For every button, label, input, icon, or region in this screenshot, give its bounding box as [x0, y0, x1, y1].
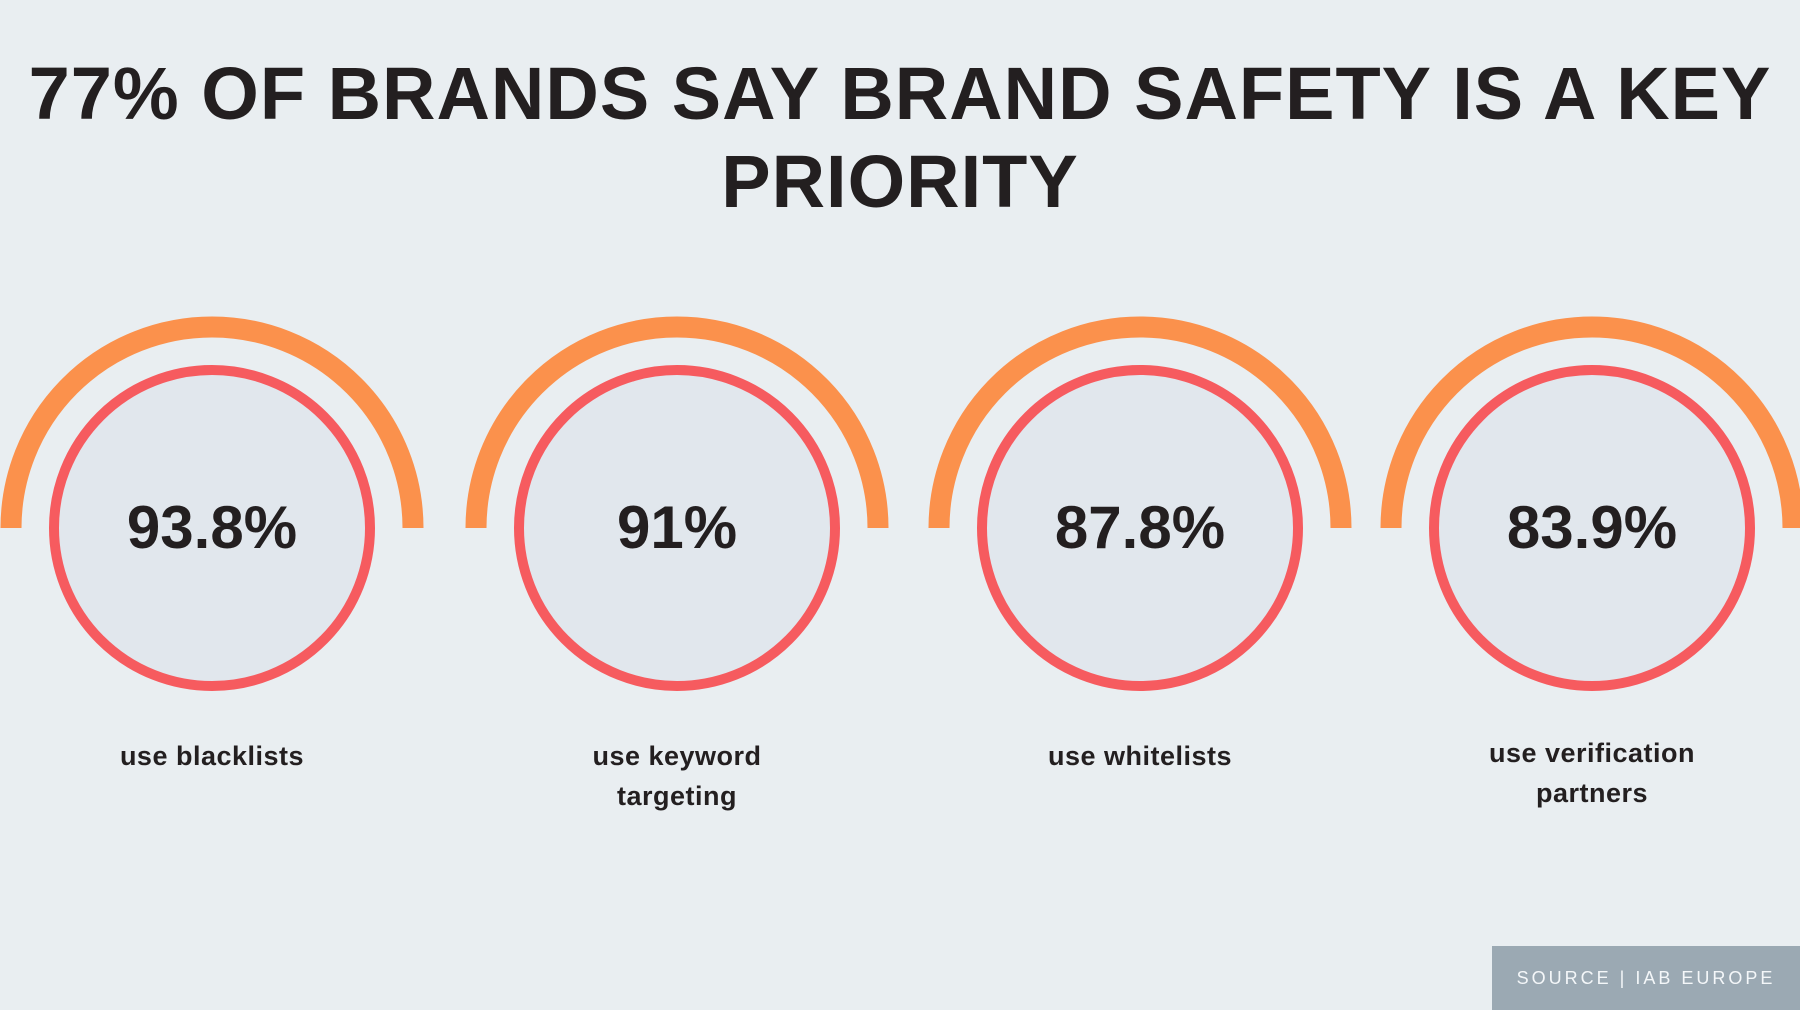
source: SOURCE | IAB EUROPE — [1492, 946, 1800, 1010]
inner-ring — [1429, 365, 1755, 691]
stat-value: 91% — [617, 494, 737, 561]
stat-label: use verification partners — [1488, 738, 1696, 808]
stat-label: use blacklists — [119, 741, 305, 771]
inner-ring — [977, 365, 1303, 691]
inner-ring — [49, 365, 375, 691]
stat-label: use keyword targeting — [592, 741, 762, 811]
inner-ring — [514, 365, 840, 691]
title: 77% OF BRANDS SAY BRAND SAFETY IS A KEY … — [28, 52, 1772, 223]
stat-value: 93.8% — [127, 494, 297, 561]
outer-arc — [465, 316, 889, 529]
outer-arc — [928, 316, 1352, 529]
stat-value: 83.9% — [1507, 494, 1677, 561]
stat-value: 87.8% — [1055, 494, 1225, 561]
outer-arc — [1380, 316, 1800, 529]
outer-arc — [0, 316, 424, 529]
stat-label: use whitelists — [1047, 741, 1233, 771]
